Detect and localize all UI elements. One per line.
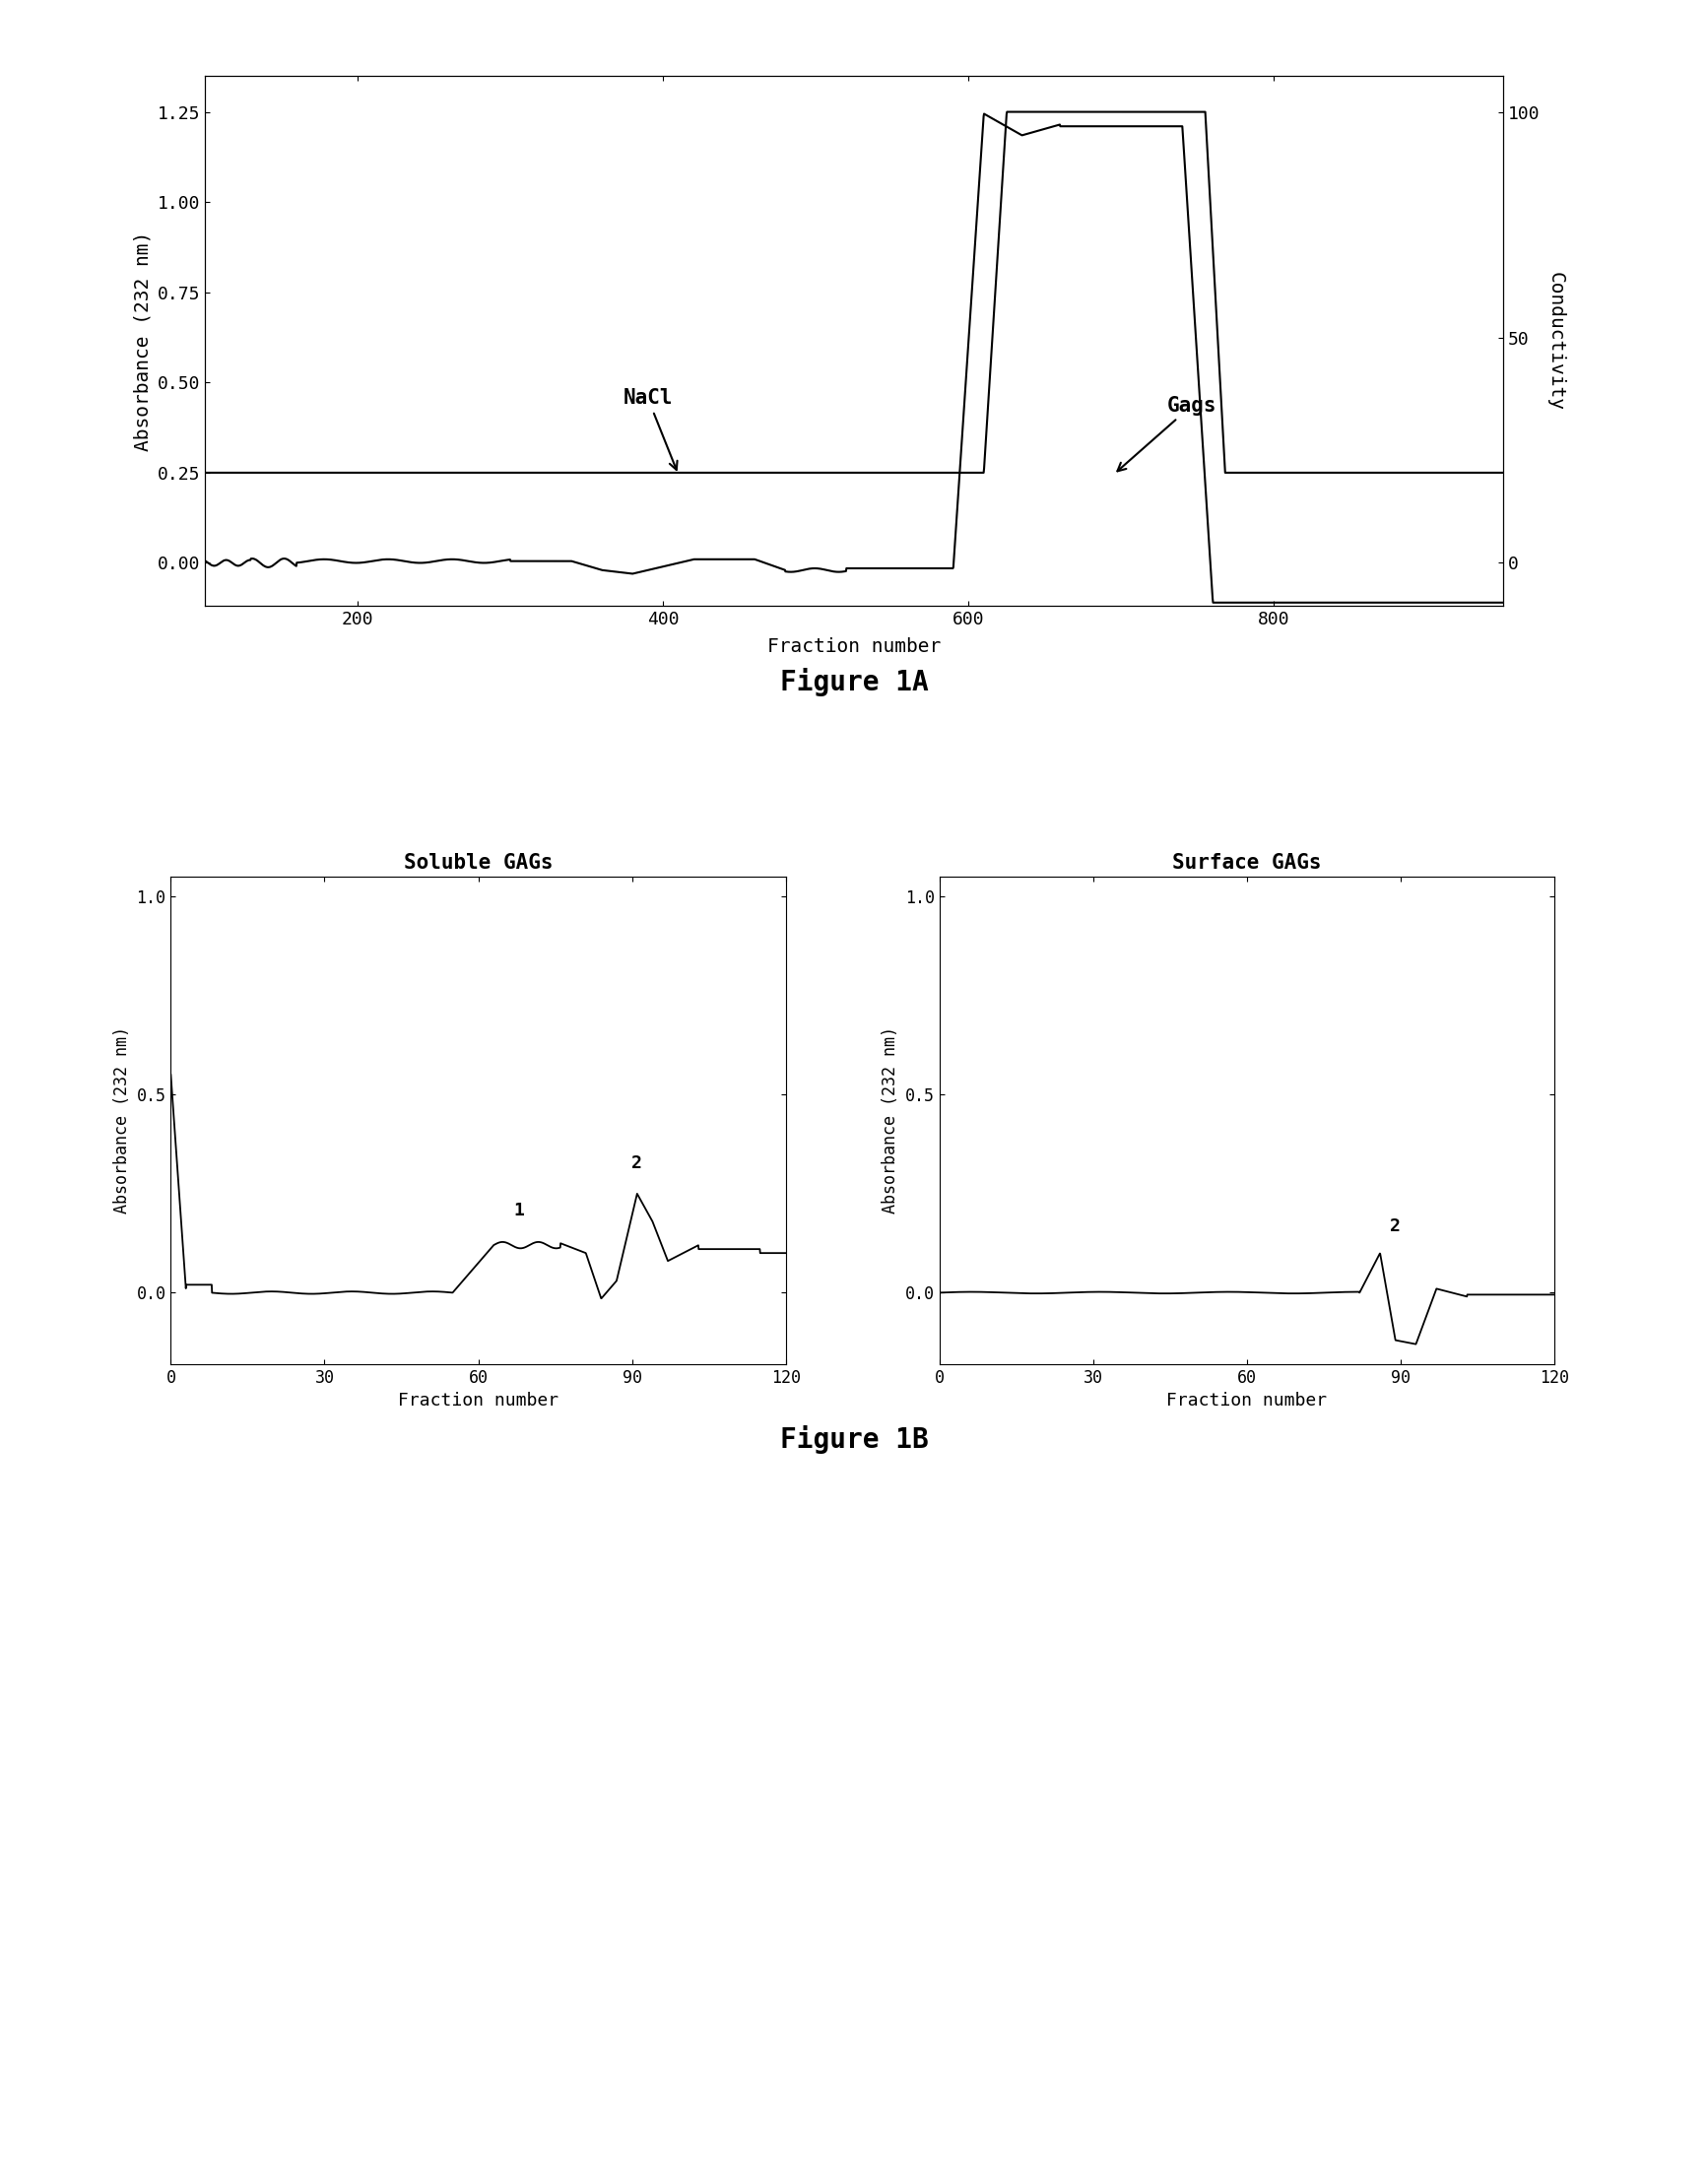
Text: Figure 1B: Figure 1B — [781, 1425, 927, 1455]
Title: Soluble GAGs: Soluble GAGs — [403, 853, 553, 872]
Text: Figure 1A: Figure 1A — [781, 667, 927, 697]
Text: Gags: Gags — [1117, 396, 1216, 472]
X-axis label: Fraction number: Fraction number — [398, 1392, 559, 1409]
Text: 1: 1 — [514, 1202, 524, 1219]
Y-axis label: Absorbance (232 nm): Absorbance (232 nm) — [881, 1026, 900, 1215]
Text: NaCl: NaCl — [623, 388, 678, 470]
Y-axis label: Conductivity: Conductivity — [1546, 271, 1565, 411]
Text: 2: 2 — [1390, 1217, 1401, 1236]
X-axis label: Fraction number: Fraction number — [767, 637, 941, 656]
Text: 2: 2 — [632, 1154, 642, 1171]
Y-axis label: Absorbance (232 nm): Absorbance (232 nm) — [133, 232, 152, 450]
Y-axis label: Absorbance (232 nm): Absorbance (232 nm) — [113, 1026, 132, 1215]
Title: Surface GAGs: Surface GAGs — [1172, 853, 1322, 872]
X-axis label: Fraction number: Fraction number — [1167, 1392, 1327, 1409]
